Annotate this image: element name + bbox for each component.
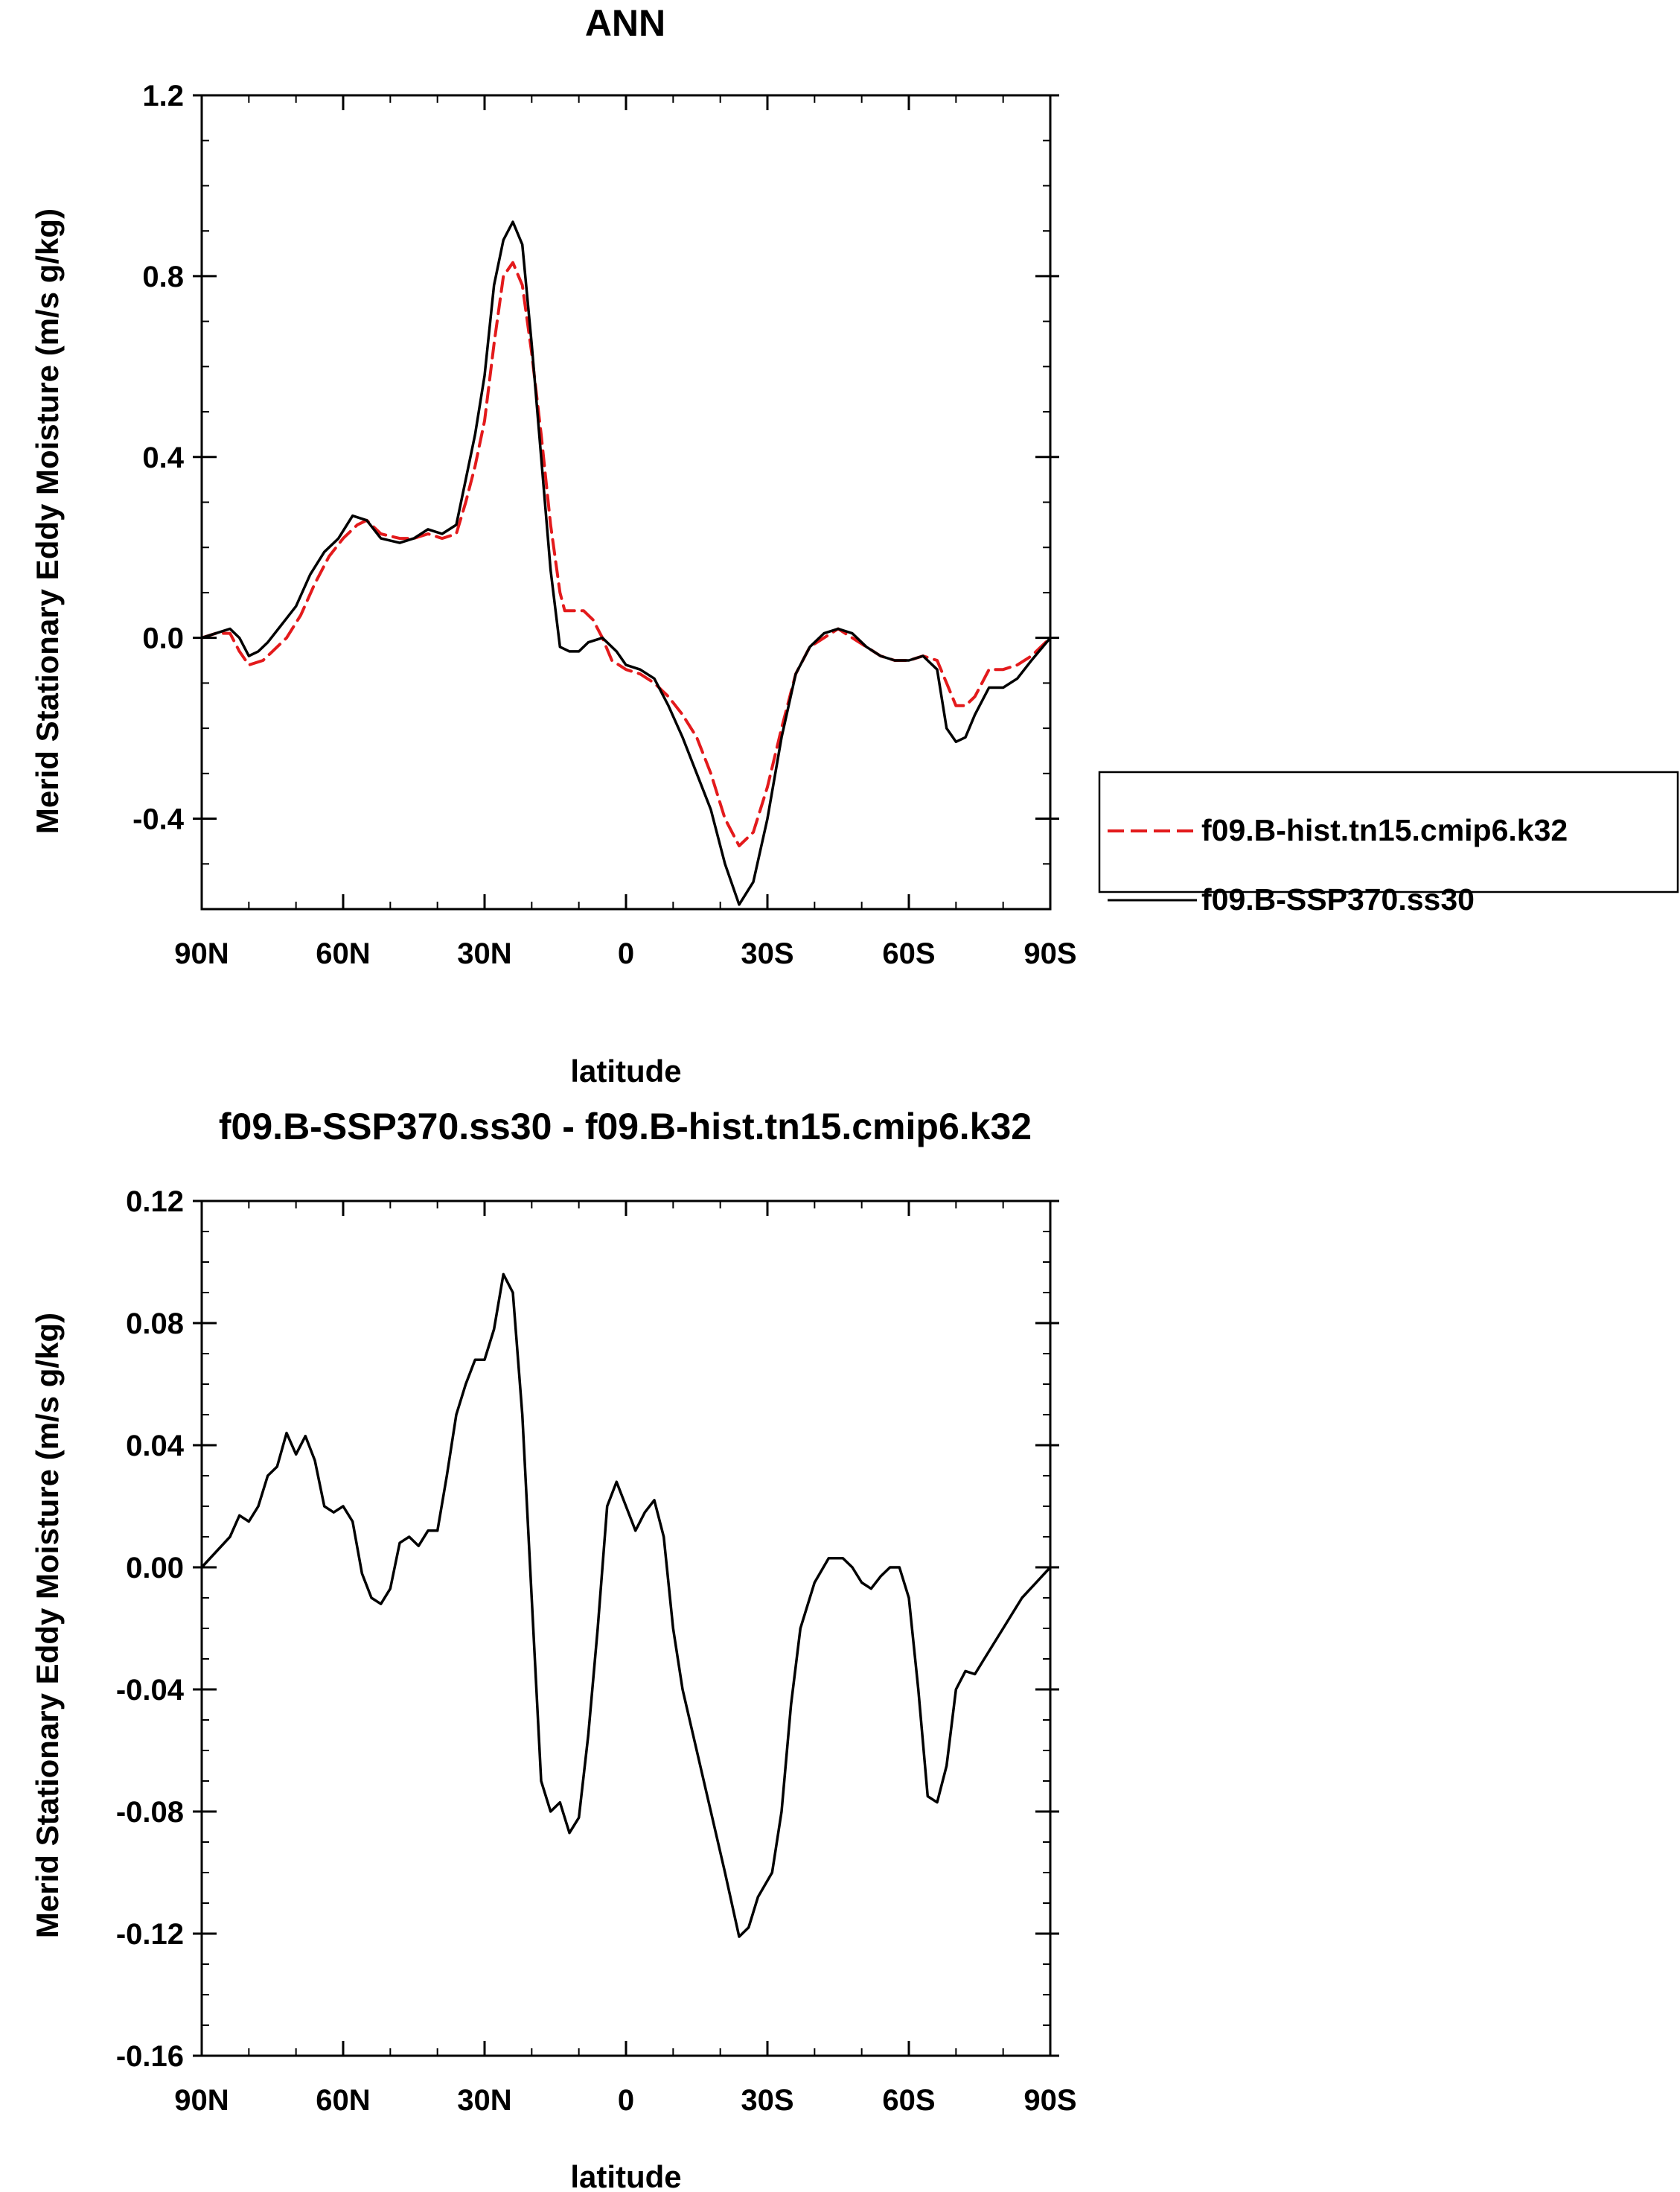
top-panel: ANN 90N 60N 30N 0 30S 60S 90S -0.4 0.0 0.4 0.8 1.2… — [30, 2, 1679, 1089]
top-series-line-1 — [200, 220, 1052, 906]
bottom-x-tick-label: 30S — [741, 2084, 793, 2117]
top-x-axis-label: latitude — [570, 1054, 681, 1089]
top-plot-frame — [200, 94, 1052, 911]
top-x-tick-label: 90N — [174, 937, 229, 970]
legend: f09.B-hist.tn15.cmip6.k32 f09.B-SSP370.s… — [1098, 771, 1679, 917]
top-x-tick-label: 60S — [882, 937, 935, 970]
legend-label-ssp370: f09.B-SSP370.ss30 — [1201, 882, 1475, 917]
bottom-x-tick-label: 30N — [457, 2084, 511, 2117]
top-x-tick-label: 60N — [316, 937, 370, 970]
top-chart-title: ANN — [585, 2, 665, 44]
top-y-tick-label: 0.4 — [142, 442, 184, 474]
bottom-x-tick-label: 60S — [882, 2084, 935, 2117]
bottom-y-tick-label: 0.12 — [126, 1185, 184, 1218]
top-y-tick-label: 1.2 — [142, 80, 184, 112]
bottom-y-tick-label: -0.04 — [116, 1674, 185, 1707]
bottom-y-tick-label: -0.12 — [116, 1918, 184, 1951]
legend-box — [1098, 771, 1679, 893]
bottom-series-line-0 — [200, 1272, 1052, 1938]
bottom-y-tick-label: 0.04 — [126, 1430, 185, 1462]
legend-label-hist: f09.B-hist.tn15.cmip6.k32 — [1201, 813, 1568, 847]
bottom-x-axis-label: latitude — [570, 2159, 681, 2192]
bottom-x-tick-label: 90S — [1023, 2084, 1076, 2117]
bottom-plot-frame — [200, 1199, 1052, 2057]
bottom-panel: f09.B-SSP370.ss30 - f09.B-hist.tn15.cmip… — [30, 1106, 1077, 2192]
bottom-x-tick-label: 60N — [316, 2084, 370, 2117]
bottom-y-tick-label: -0.08 — [116, 1796, 184, 1829]
bottom-x-tick-label: 0 — [618, 2084, 634, 2117]
top-series-line-0 — [200, 261, 1052, 847]
top-y-axis-label: Merid Stationary Eddy Moisture (m/s g/kg… — [30, 208, 65, 834]
bottom-y-tick-label: 0.08 — [126, 1307, 184, 1340]
top-x-tick-label: 90S — [1023, 937, 1076, 970]
bottom-chart-title: f09.B-SSP370.ss30 - f09.B-hist.tn15.cmip… — [219, 1106, 1032, 1147]
top-y-tick-label: -0.4 — [132, 803, 185, 836]
bottom-y-axis-label: Merid Stationary Eddy Moisture (m/s g/kg… — [30, 1313, 65, 1938]
top-y-tick-label: 0.8 — [142, 261, 184, 293]
top-x-tick-label: 30S — [741, 937, 793, 970]
bottom-x-tick-label: 90N — [174, 2084, 229, 2117]
top-x-tick-label: 0 — [618, 937, 634, 970]
bottom-y-tick-label: 0.00 — [126, 1552, 184, 1584]
bottom-y-tick-label: -0.16 — [116, 2040, 184, 2073]
top-y-tick-label: 0.0 — [142, 622, 184, 655]
top-x-tick-label: 30N — [457, 937, 511, 970]
